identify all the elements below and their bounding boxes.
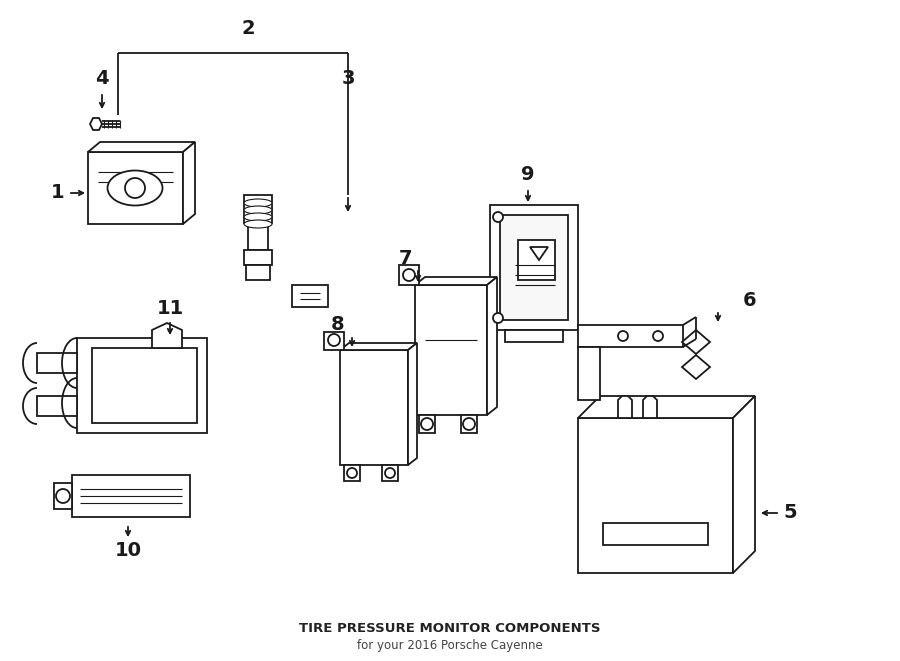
Ellipse shape: [244, 220, 272, 228]
Polygon shape: [578, 418, 733, 573]
Bar: [500, 215, 568, 320]
Circle shape: [385, 468, 395, 478]
Polygon shape: [618, 396, 632, 418]
Circle shape: [347, 468, 357, 478]
Text: 10: 10: [114, 541, 141, 559]
Text: 3: 3: [341, 69, 355, 87]
Text: 7: 7: [398, 249, 412, 268]
Polygon shape: [408, 343, 417, 465]
Polygon shape: [324, 332, 344, 350]
Polygon shape: [248, 223, 268, 250]
Circle shape: [421, 418, 433, 430]
Polygon shape: [37, 396, 77, 416]
Ellipse shape: [244, 199, 272, 207]
Text: 1: 1: [51, 184, 65, 202]
Circle shape: [328, 334, 340, 346]
Polygon shape: [415, 277, 497, 285]
Polygon shape: [88, 152, 183, 224]
Text: TIRE PRESSURE MONITOR COMPONENTS: TIRE PRESSURE MONITOR COMPONENTS: [299, 621, 601, 635]
Polygon shape: [88, 142, 195, 152]
Polygon shape: [682, 330, 710, 354]
Circle shape: [403, 269, 415, 281]
Bar: [603, 523, 708, 545]
Ellipse shape: [107, 171, 163, 206]
Polygon shape: [340, 343, 417, 350]
Polygon shape: [77, 338, 207, 433]
Polygon shape: [733, 396, 755, 573]
Polygon shape: [415, 285, 487, 415]
Circle shape: [493, 212, 503, 222]
Polygon shape: [54, 483, 72, 509]
Polygon shape: [382, 465, 398, 481]
Polygon shape: [246, 265, 270, 280]
Text: 2: 2: [241, 19, 255, 38]
Polygon shape: [152, 323, 182, 348]
Polygon shape: [487, 277, 497, 415]
Text: for your 2016 Porsche Cayenne: for your 2016 Porsche Cayenne: [357, 639, 543, 652]
Polygon shape: [72, 475, 190, 517]
Polygon shape: [461, 415, 477, 433]
Text: 11: 11: [157, 299, 184, 317]
Polygon shape: [578, 396, 755, 418]
Polygon shape: [183, 142, 195, 224]
Polygon shape: [518, 240, 555, 280]
Polygon shape: [92, 348, 197, 423]
Circle shape: [653, 331, 663, 341]
Polygon shape: [530, 247, 548, 260]
Polygon shape: [344, 465, 360, 481]
Polygon shape: [419, 415, 435, 433]
Text: 6: 6: [743, 290, 757, 309]
Text: 4: 4: [95, 69, 109, 87]
Polygon shape: [490, 205, 578, 330]
Polygon shape: [90, 118, 102, 130]
Polygon shape: [244, 250, 272, 265]
Polygon shape: [37, 353, 77, 373]
Polygon shape: [578, 347, 600, 400]
Polygon shape: [578, 325, 683, 347]
Polygon shape: [643, 396, 657, 418]
Text: 5: 5: [783, 504, 796, 522]
Text: 8: 8: [331, 315, 345, 334]
Circle shape: [493, 313, 503, 323]
Polygon shape: [292, 285, 328, 307]
Circle shape: [463, 418, 475, 430]
Ellipse shape: [244, 206, 272, 214]
Polygon shape: [244, 195, 272, 223]
Ellipse shape: [244, 213, 272, 221]
Circle shape: [618, 331, 628, 341]
Polygon shape: [505, 330, 563, 342]
Text: 9: 9: [521, 165, 535, 184]
Polygon shape: [682, 355, 710, 379]
Polygon shape: [399, 265, 419, 285]
Polygon shape: [340, 350, 408, 465]
Circle shape: [56, 489, 70, 503]
Circle shape: [125, 178, 145, 198]
